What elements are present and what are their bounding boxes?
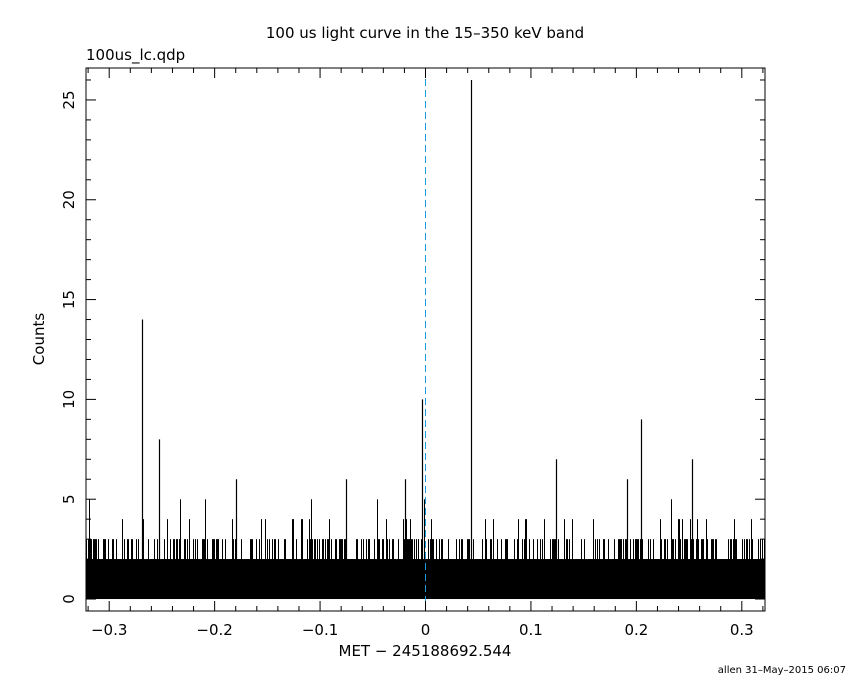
y-tick-label: 25: [60, 90, 78, 109]
y-axis-label: Counts: [30, 313, 48, 366]
y-tick-label: 5: [60, 494, 78, 504]
x-tick-label: −0.3: [91, 621, 127, 639]
y-tick-label: 10: [60, 390, 78, 409]
y-tick-label: 15: [60, 290, 78, 309]
y-tick-labels: 0 5 10 15 20 25: [60, 90, 78, 603]
x-tick-labels: −0.3 −0.2 −0.1 0 0.1 0.2 0.3: [91, 621, 754, 639]
axis-ticks: [86, 68, 765, 611]
x-axis-label: MET − 245188692.544: [339, 642, 512, 660]
chart-title: 100 us light curve in the 15–350 keV ban…: [266, 24, 584, 42]
file-label: 100us_lc.qdp: [86, 46, 185, 65]
x-tick-label: 0.3: [730, 621, 754, 639]
x-tick-label: −0.1: [302, 621, 338, 639]
y-tick-label: 0: [60, 594, 78, 604]
x-tick-label: 0.2: [624, 621, 648, 639]
footer-stamp: allen 31–May–2015 06:07: [718, 665, 846, 676]
x-tick-label: 0: [421, 621, 431, 639]
x-tick-label: −0.2: [196, 621, 232, 639]
y-tick-label: 20: [60, 190, 78, 209]
x-tick-label: 0.1: [519, 621, 543, 639]
